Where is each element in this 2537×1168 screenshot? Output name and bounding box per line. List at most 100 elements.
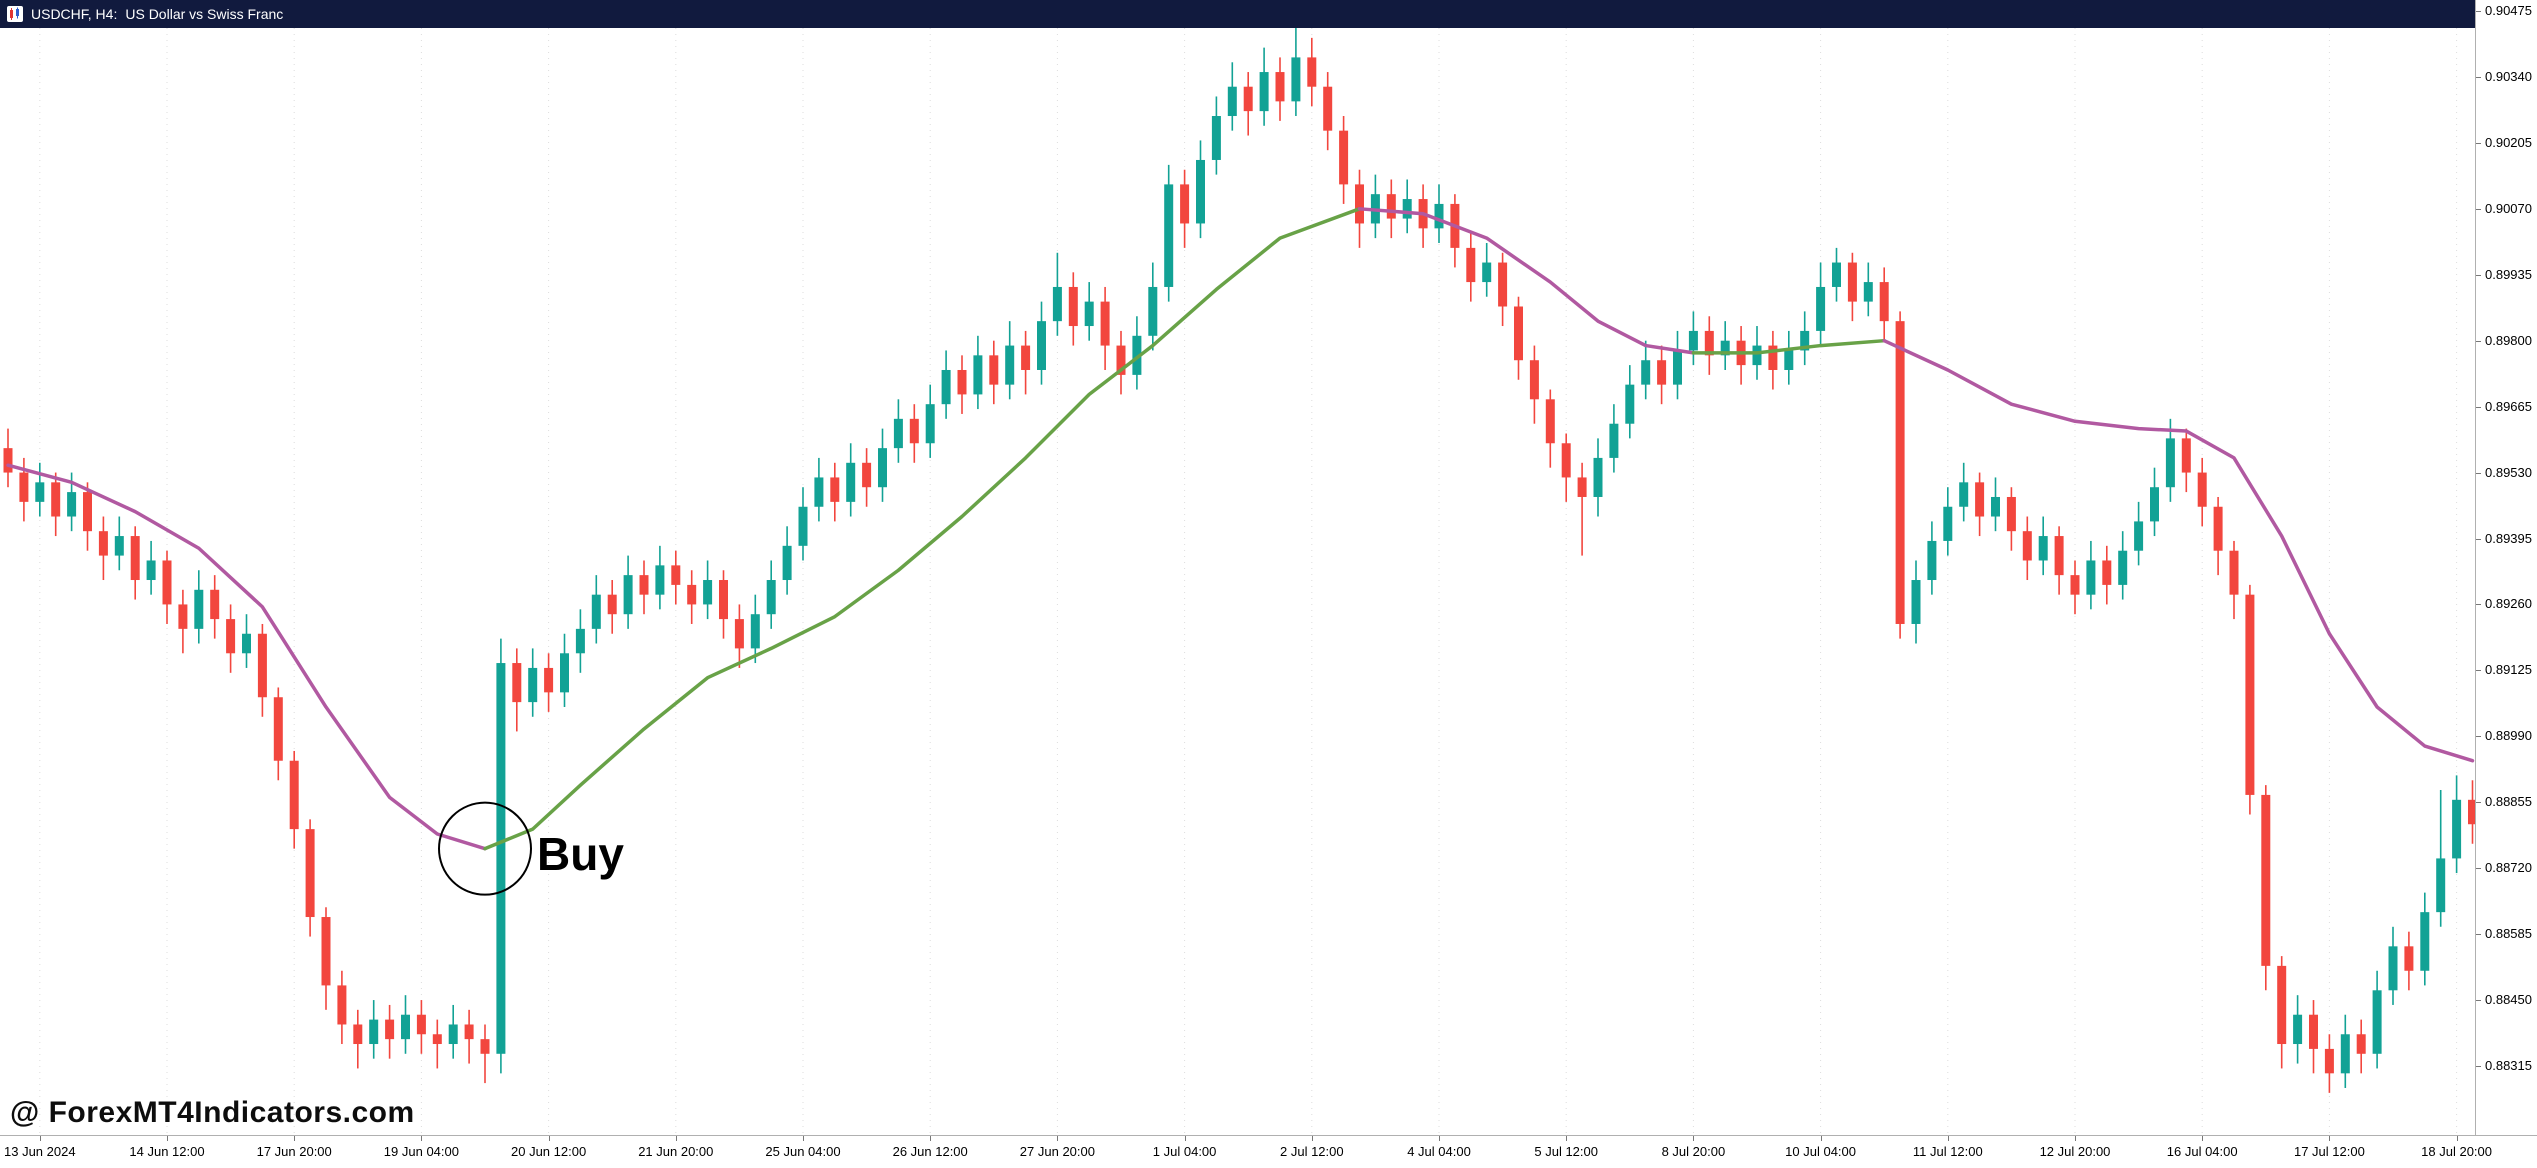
time-tick — [2202, 1136, 2204, 1141]
candle — [289, 760, 299, 830]
candle — [734, 619, 744, 649]
candle — [1943, 506, 1953, 541]
candle — [3, 448, 13, 473]
candle — [1752, 345, 1762, 366]
candle — [1323, 86, 1333, 131]
candle — [941, 369, 951, 405]
candle — [560, 653, 569, 693]
price-label: 0.90070 — [2485, 200, 2532, 216]
price-tick — [2476, 76, 2481, 78]
candle — [1466, 247, 1476, 283]
candle — [226, 619, 236, 654]
candle — [369, 1019, 379, 1045]
time-label: 12 Jul 20:00 — [2039, 1144, 2111, 1159]
candle — [766, 580, 776, 615]
candle — [798, 506, 808, 546]
chart-header: USDCHF, H4: US Dollar vs Swiss Franc — [0, 0, 2475, 28]
candle — [210, 589, 220, 620]
candle — [1959, 482, 1969, 507]
candle — [623, 575, 633, 615]
price-label: 0.90205 — [2485, 134, 2532, 150]
candle — [2420, 912, 2430, 971]
candle — [1355, 184, 1364, 224]
time-tick — [1566, 1136, 1568, 1141]
candle — [909, 418, 919, 444]
candle — [2038, 536, 2048, 561]
candle — [1291, 57, 1301, 102]
candle — [273, 697, 283, 761]
candle — [1148, 286, 1158, 336]
time-label: 21 Jun 20:00 — [638, 1144, 714, 1159]
candle — [1339, 130, 1349, 185]
time-label: 4 Jul 04:00 — [1407, 1144, 1471, 1159]
price-tick — [2476, 208, 2481, 210]
candle — [2165, 438, 2175, 488]
candle — [2086, 560, 2096, 595]
candle — [1911, 580, 1921, 624]
candle — [162, 560, 172, 605]
candle — [1768, 345, 1778, 370]
candle — [1577, 477, 1587, 497]
watermark: @ ForexMT4Indicators.com — [10, 1096, 415, 1129]
candle — [1068, 286, 1078, 327]
candle — [2340, 1034, 2350, 1074]
time-tick — [803, 1136, 804, 1141]
candle — [51, 482, 61, 517]
candle — [750, 614, 760, 649]
candle — [1529, 360, 1539, 400]
candle — [178, 604, 188, 629]
candle — [2468, 799, 2477, 825]
candle — [496, 663, 506, 1054]
candle — [353, 1024, 363, 1045]
candle — [448, 1024, 458, 1045]
candle — [1498, 262, 1508, 307]
price-tick — [2476, 934, 2481, 936]
candle — [337, 985, 347, 1025]
candle — [432, 1034, 442, 1045]
price-label: 0.88990 — [2485, 728, 2532, 744]
time-tick — [2329, 1136, 2331, 1141]
ma-segment-down — [1357, 207, 1696, 355]
price-label: 0.89665 — [2485, 398, 2532, 414]
chart-description: US Dollar vs Swiss Franc — [125, 6, 284, 22]
price-scale[interactable]: 0.90475 0.90340 0.90205 0.90070 0.89935 0.898… — [2475, 0, 2537, 1135]
candle — [2277, 965, 2287, 1045]
time-tick — [39, 1136, 41, 1141]
candle — [98, 531, 108, 556]
candle — [703, 580, 713, 605]
time-label: 17 Jun 20:00 — [256, 1144, 332, 1159]
candle — [1116, 345, 1126, 375]
candle — [1386, 194, 1396, 219]
candle — [19, 472, 29, 502]
time-label: 25 Jun 04:00 — [765, 1144, 841, 1159]
candle — [655, 565, 665, 595]
candle — [1434, 203, 1444, 229]
candle — [2372, 990, 2382, 1054]
time-tick — [1311, 1136, 1313, 1141]
candle — [575, 628, 585, 654]
price-tick — [2476, 670, 2481, 672]
price-tick — [2476, 340, 2481, 342]
candle — [1164, 184, 1174, 287]
time-tick — [1693, 1136, 1695, 1141]
time-tick — [1820, 1136, 1822, 1141]
ma-segment-down — [1882, 338, 2475, 763]
candle — [1100, 301, 1110, 346]
time-tick — [1439, 1136, 1440, 1141]
candle — [1832, 262, 1841, 287]
candle — [1180, 184, 1190, 224]
candle — [2356, 1034, 2366, 1054]
candle — [1307, 57, 1317, 87]
candle — [719, 580, 728, 620]
price-label: 0.88585 — [2485, 926, 2532, 942]
time-tick — [1057, 1136, 1059, 1141]
time-label: 20 Jun 12:00 — [511, 1144, 587, 1159]
candle — [1673, 350, 1682, 385]
candle — [1879, 282, 1889, 322]
candle — [512, 663, 522, 703]
price-label: 0.88315 — [2485, 1058, 2532, 1073]
time-label: 11 Jul 12:00 — [1912, 1144, 1983, 1159]
chart-symbol-title: USDCHF, H4: — [31, 6, 118, 22]
time-scale[interactable]: 13 Jun 2024 14 Jun 12:00 17 Jun 20:00 19 Ju… — [0, 1135, 2537, 1168]
